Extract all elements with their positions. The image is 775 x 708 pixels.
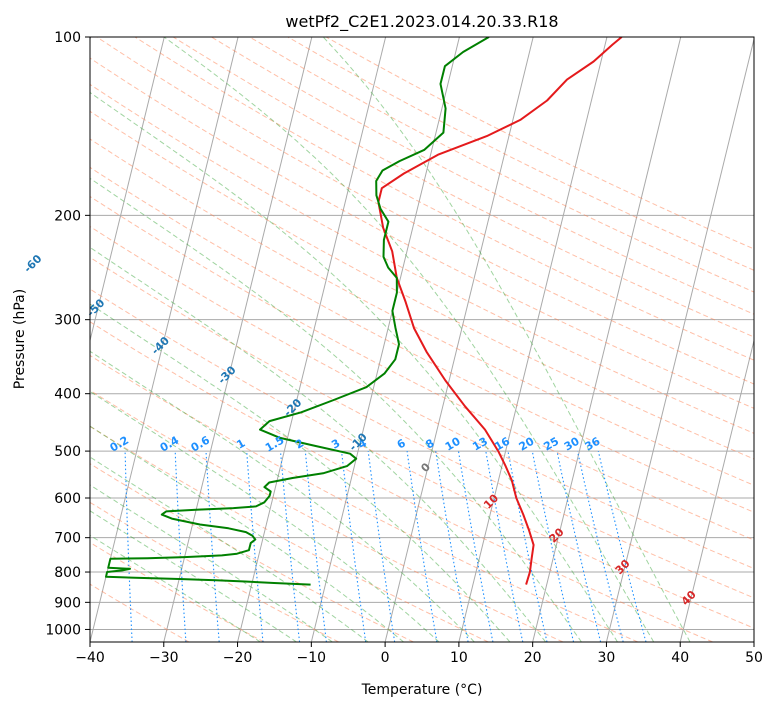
x-tick-label: 50 [745,650,763,666]
mixing-ratio-line [279,451,301,642]
y-tick-label: 900 [54,595,81,611]
mixing-ratio-line [457,451,494,642]
moist-adiabat-line [90,303,511,642]
mixing-ratio-line [367,451,396,642]
background-lines [90,37,754,642]
y-tick-label: 700 [54,531,81,547]
x-tick-label: 40 [671,650,689,666]
moist-adiabat-line [163,37,655,642]
dry-adiabat-line [90,83,754,434]
axes: −40 −30 −20 −10 0 10 20 30 40 50 100 200 300 400 500 60… [45,30,763,666]
y-axis-label: Pressure (hPa) [12,289,28,389]
mixing-ratio-line [556,450,602,642]
dry-adiabat-line [90,425,489,642]
x-tick-label: −10 [297,650,327,666]
moist-adiabat-line [90,350,475,642]
isotherm-line [605,37,754,642]
isotherm-line [237,37,387,642]
dry-adiabat-line [90,195,754,541]
dry-adiabat-line [90,583,190,642]
mixing-ratio-line [485,451,524,642]
dry-adiabat-line [90,389,564,642]
mixing-ratio-line [507,451,548,642]
isotherm-line [532,37,682,642]
x-tick-label: 30 [598,650,616,666]
x-tick-label: 10 [450,650,468,666]
x-tick-label: −20 [223,650,253,666]
isotherm-line [384,37,534,642]
isotherm-line [458,37,608,642]
x-axis-label: Temperature (°C) [361,682,483,698]
dry-adiabat-line [90,288,754,629]
dry-adiabat-line [90,225,754,570]
dewpoint-profile-line [105,37,490,586]
mixing-ratio-line [246,451,264,642]
x-tick-label: 0 [381,650,390,666]
x-tick-label: 20 [524,650,542,666]
moist-adiabat-line [322,37,691,642]
mixing-ratio-line [576,450,624,642]
y-tick-label: 200 [54,208,81,224]
mixing-ratio-line [597,450,647,642]
y-tick-label: 1000 [45,622,81,638]
y-tick-label: 300 [54,313,81,329]
x-tick-label: −40 [75,650,105,666]
isotherm-line [163,37,313,642]
dry-adiabat-line [90,501,339,642]
y-tick-label: 500 [54,444,81,460]
moist-adiabat-line [90,177,582,642]
isotherm-line [679,338,754,642]
moist-adiabat-line [90,534,261,642]
dry-adiabat-line [90,110,754,460]
mixing-ratio-line [531,450,575,642]
dry-adiabat-line [90,354,639,642]
dry-adiabat-line [90,321,713,642]
temperature-profile-line [377,37,623,585]
dry-adiabat-line [90,463,414,642]
moist-adiabat-line [90,510,297,642]
y-tick-label: 600 [54,491,81,507]
y-tick-label: 400 [54,387,81,403]
mixing-ratio-line [341,451,367,642]
dry-adiabat-line [96,37,754,385]
y-tick-label: 100 [54,30,81,46]
mixing-ratio-line [304,451,327,642]
moist-adiabat-line [90,91,618,642]
mixing-ratio-line [406,451,438,642]
moist-adiabat-line [90,456,369,642]
dry-adiabat-line [90,57,754,409]
profile-lines [105,37,623,586]
y-tick-label: 800 [54,565,81,581]
chart-title: wetPf2_C2E1.2023.014.20.33.R18 [285,12,558,32]
moist-adiabat-line [90,425,404,642]
dry-adiabat-line [90,256,754,599]
moist-adiabat-line [90,246,547,642]
plot-frame [89,36,755,643]
isotherm-line [90,37,239,642]
x-tick-label: −30 [149,650,179,666]
